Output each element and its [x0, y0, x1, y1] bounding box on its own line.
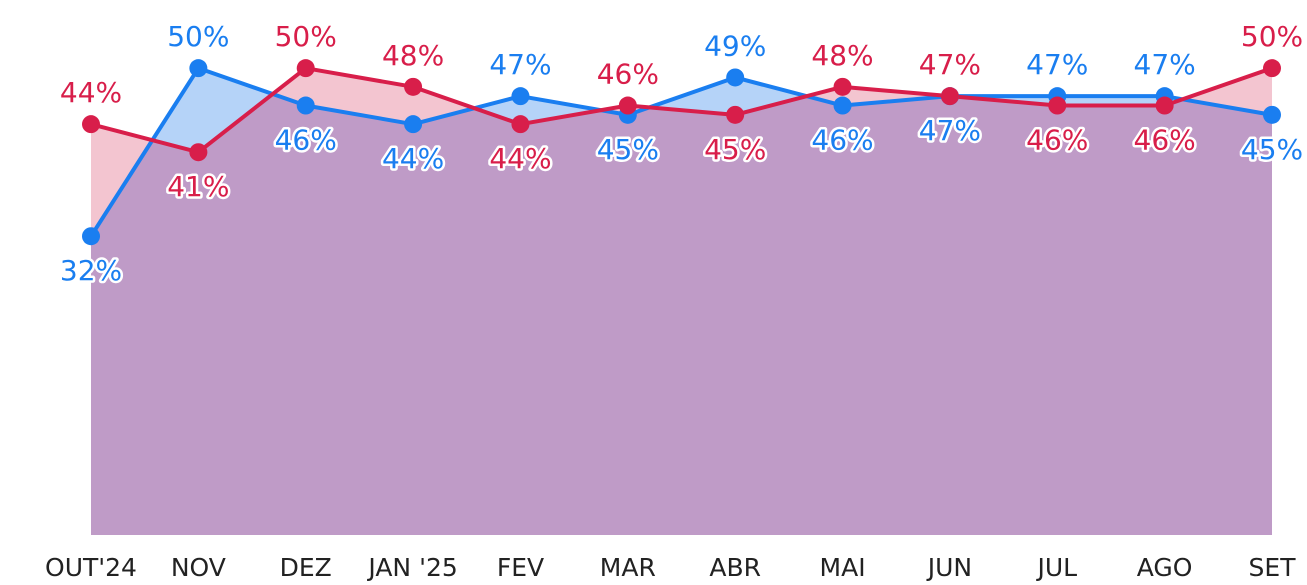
value-label: 47%: [1026, 48, 1088, 81]
value-label: 50%: [167, 20, 229, 53]
dot: [618, 96, 637, 115]
value-label: 50%: [275, 20, 337, 53]
dot: [833, 96, 852, 115]
x-tick-label: MAI: [820, 553, 866, 582]
dot: [511, 87, 530, 106]
dot: [82, 115, 100, 134]
value-label: 44%: [489, 142, 551, 175]
value-label: 46%: [597, 58, 659, 91]
x-tick-label: JUN: [926, 553, 972, 582]
x-tick-label: DEZ: [280, 553, 332, 582]
value-label: 46%: [1134, 124, 1196, 157]
x-tick-label: ABR: [709, 553, 761, 582]
dot: [726, 105, 745, 124]
x-tick-label: JUL: [1035, 553, 1077, 582]
value-label: 50%: [1241, 20, 1303, 53]
dot: [1263, 105, 1281, 124]
value-label: 41%: [167, 170, 229, 203]
dot: [82, 227, 100, 246]
x-tick-label: NOV: [171, 553, 226, 582]
x-tick-label: OUT'24: [45, 553, 137, 582]
dot: [404, 115, 423, 134]
dot: [189, 59, 208, 78]
dot: [296, 59, 315, 78]
line: [89, 66, 1273, 238]
value-label: 48%: [811, 39, 873, 72]
dot: [833, 77, 852, 96]
value-label: 46%: [811, 124, 873, 157]
dot: [189, 143, 208, 162]
value-label: 47%: [919, 48, 981, 81]
dot: [296, 96, 315, 115]
dot: [940, 87, 959, 106]
value-label: 48%: [382, 39, 444, 72]
value-label: 46%: [1026, 124, 1088, 157]
x-tick-label: FEV: [497, 553, 544, 582]
value-label: 45%: [597, 133, 659, 166]
x-tick-label: JAN '25: [366, 553, 457, 582]
value-label: 44%: [60, 76, 122, 109]
dot: [1263, 59, 1281, 78]
dot: [1048, 96, 1067, 115]
x-tick-label: MAR: [600, 553, 656, 582]
x-tick-label: AGO: [1137, 553, 1193, 582]
dot: [404, 77, 423, 96]
value-label: 32%: [60, 254, 122, 287]
value-label: 47%: [1134, 48, 1196, 81]
value-label: 47%: [919, 114, 981, 147]
dot: [1155, 96, 1174, 115]
value-label: 49%: [704, 29, 766, 62]
value-label: 45%: [704, 133, 766, 166]
value-label: 44%: [382, 142, 444, 175]
line: [90, 66, 1273, 155]
overlap-area: [91, 68, 1272, 535]
value-label: 47%: [489, 48, 551, 81]
dot: [726, 68, 745, 87]
value-label: 45%: [1241, 133, 1303, 166]
value-label: 46%: [275, 124, 337, 157]
dot: [511, 115, 530, 134]
x-tick-label: SET: [1249, 553, 1297, 582]
